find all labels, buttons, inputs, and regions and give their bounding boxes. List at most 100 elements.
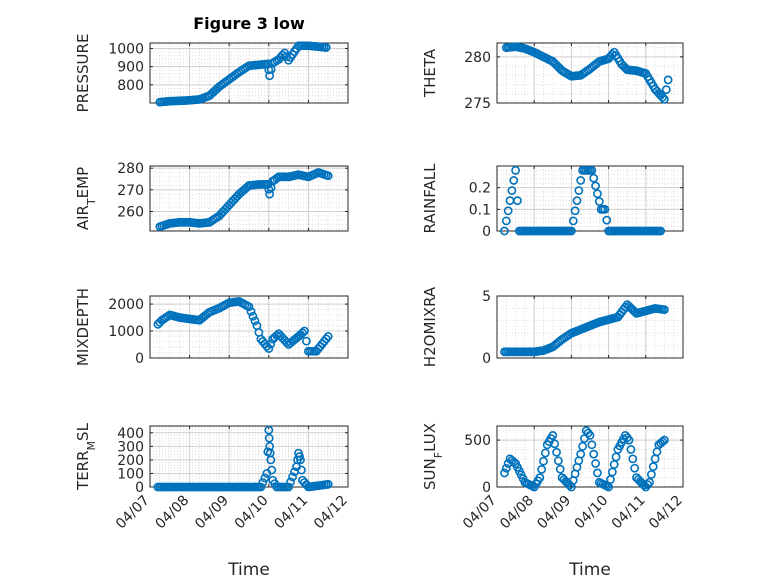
data-point xyxy=(537,465,547,474)
data-point xyxy=(656,226,666,236)
x-tick-label: 04/10 xyxy=(572,493,612,533)
data-point xyxy=(501,463,511,473)
data-point xyxy=(507,186,517,195)
data-point xyxy=(628,454,638,464)
data-point xyxy=(661,85,671,95)
y-axis-label: H2OMIXRA xyxy=(421,286,439,367)
y-tick-label: 300 xyxy=(117,439,144,455)
x-tick-label: 04/11 xyxy=(271,493,311,533)
axes-frame xyxy=(496,425,684,488)
data-point xyxy=(578,441,587,451)
y-tick-label: 0 xyxy=(482,480,491,496)
y-tick-label: 0.2 xyxy=(469,181,491,197)
y-axis-label: AIRTEMP xyxy=(74,167,98,230)
data-point xyxy=(535,473,545,483)
data-point xyxy=(646,470,656,479)
figure-title: Figure 3 low xyxy=(193,14,305,33)
data-point xyxy=(550,439,560,449)
data-point xyxy=(555,464,565,474)
data-point xyxy=(297,465,306,475)
data-point xyxy=(500,468,509,478)
y-tick-label: 0 xyxy=(135,480,144,496)
x-tick-label: 04/12 xyxy=(311,493,351,533)
data-point xyxy=(630,463,640,473)
data-point xyxy=(511,165,520,175)
data-point xyxy=(576,449,586,459)
x-tick-label: 04/10 xyxy=(232,493,272,533)
data-point xyxy=(626,445,636,454)
subplot-3: 260 270 280 AIRTEMP xyxy=(74,161,349,232)
x-tick-label: 04/07 xyxy=(113,493,153,533)
data-point xyxy=(622,433,632,443)
data-point xyxy=(256,482,266,492)
data-point xyxy=(503,206,513,216)
data-point xyxy=(266,455,276,465)
y-axis-label: TERRMSL xyxy=(74,422,98,491)
y-tick-label: 1000 xyxy=(108,41,144,57)
data-point xyxy=(296,455,305,465)
data-point xyxy=(585,430,595,440)
axes-frame xyxy=(149,295,349,359)
data-point xyxy=(572,196,582,206)
x-tick-label: 04/08 xyxy=(497,493,537,533)
data-point xyxy=(591,459,600,468)
data-point xyxy=(553,456,563,466)
y-tick-label: 0 xyxy=(135,351,144,367)
data-point xyxy=(643,480,653,490)
subplot-4: 0 0.1 0.2 RAINFALL xyxy=(421,163,684,240)
subplot-5: 0 1000 2000 MIXDEPTH xyxy=(74,288,349,367)
data-point xyxy=(260,473,270,483)
y-axis-label: THETA xyxy=(421,48,439,98)
data-point xyxy=(552,447,561,457)
data-point xyxy=(602,215,612,225)
data-point xyxy=(288,472,297,482)
y-tick-label: 0.1 xyxy=(469,202,491,218)
y-tick-label: 260 xyxy=(117,205,144,221)
y-axis-label: PRESSURE xyxy=(74,34,92,113)
x-axis-label: Time xyxy=(568,560,611,580)
data-point xyxy=(264,425,274,435)
data-point xyxy=(246,307,256,316)
x-tick-label: 04/09 xyxy=(192,493,232,533)
data-point xyxy=(583,428,593,438)
y-tick-label: 275 xyxy=(464,96,491,112)
data-point xyxy=(568,216,578,226)
data-point xyxy=(286,477,295,487)
data-point xyxy=(624,435,634,445)
data-point xyxy=(589,173,599,183)
data-point xyxy=(594,197,604,206)
data-point xyxy=(509,176,519,185)
subplot-6: 0 5 H2OMIXRA xyxy=(421,286,684,367)
data-point xyxy=(567,226,576,236)
data-point xyxy=(663,75,673,85)
x-tick-label: 04/09 xyxy=(534,493,574,533)
data-point xyxy=(264,344,274,353)
data-point xyxy=(660,94,669,104)
data-point xyxy=(272,173,282,183)
data-point xyxy=(648,462,658,472)
subplot-1: 800 900 1000 PRESSURE Figure 3 low xyxy=(74,14,349,113)
axes-frame xyxy=(496,42,684,104)
data-point xyxy=(658,437,667,447)
data-point xyxy=(660,305,669,315)
data-point xyxy=(284,482,293,492)
data-point xyxy=(539,456,548,466)
data-point xyxy=(574,186,584,195)
data-point xyxy=(540,448,550,458)
data-point xyxy=(282,337,292,347)
y-tick-label: 800 xyxy=(117,78,144,94)
data-point xyxy=(278,50,288,60)
data-point xyxy=(645,477,654,487)
data-point xyxy=(267,465,277,475)
axes-frame xyxy=(496,295,684,359)
x-tick-label: 04/08 xyxy=(153,493,193,533)
x-tick-label: 04/07 xyxy=(460,493,500,533)
data-point xyxy=(500,226,509,236)
y-tick-label: 0 xyxy=(482,224,491,240)
y-axis-label: MIXDEPTH xyxy=(74,288,92,366)
data-point xyxy=(589,449,599,459)
data-point xyxy=(593,468,602,478)
y-tick-label: 900 xyxy=(117,60,144,76)
data-point xyxy=(266,339,276,349)
